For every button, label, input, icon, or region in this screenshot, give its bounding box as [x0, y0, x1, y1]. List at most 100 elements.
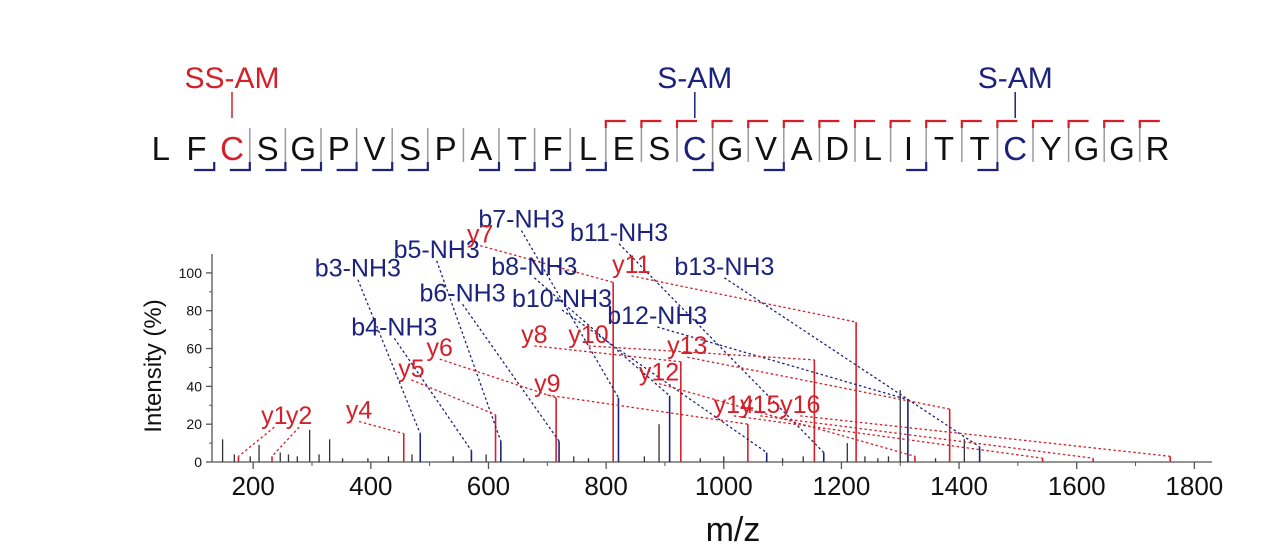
x-tick-label: 200	[231, 471, 274, 501]
x-tick-label: 1600	[1048, 471, 1106, 501]
plot-frame	[211, 254, 1212, 463]
y-ion-label: y10	[568, 321, 608, 349]
residue-25: C	[1003, 130, 1027, 167]
x-tick-label: 600	[467, 471, 510, 501]
y-ion-cleavage-mark	[889, 119, 911, 128]
y-ion-cleavage-mark	[640, 119, 662, 128]
b-ion-label-connector	[723, 277, 981, 448]
y-ion-cleavage-mark	[1067, 119, 1089, 128]
b-ion-cleavage-mark	[906, 162, 928, 172]
y-ion-cleavage-mark	[1138, 119, 1160, 128]
y-ion-label: y8	[521, 321, 547, 349]
b-ion-cleavage-mark	[977, 162, 999, 172]
residue-26: Y	[1040, 130, 1062, 167]
b-ion-label: b3-NH3	[315, 255, 401, 283]
y-axis-label: Intensity (%)	[140, 299, 167, 432]
residue-18: V	[755, 130, 777, 167]
residue-27: G	[1074, 130, 1100, 167]
y-ion-label-connector	[271, 426, 300, 457]
residue-19: A	[791, 130, 813, 167]
b-ion-label-connector	[520, 230, 620, 399]
residue-6: P	[328, 130, 350, 167]
residue-13: L	[579, 130, 597, 167]
y-ion-label: y9	[534, 370, 560, 398]
axis-ticks: 200 400 600 800 1000 1200 1400 1600 1800 0 20 40 60 8…	[179, 265, 1224, 501]
b-ion-cleavage-mark	[407, 162, 429, 172]
x-axis-label: m/z	[706, 511, 761, 549]
residue-8: S	[399, 130, 421, 167]
residue-17: G	[718, 130, 744, 167]
y-ion-cleavage-mark	[818, 119, 840, 128]
modification-label: S-AM	[657, 62, 732, 95]
b-ion-label: b4-NH3	[351, 313, 437, 341]
b-ion-label: b6-NH3	[420, 279, 506, 307]
b-ion-cleavage-mark	[585, 162, 607, 172]
b-ion-cleavage-mark	[550, 162, 572, 172]
b-ion-cleavage-mark	[372, 162, 394, 172]
b-ion-cleavage-mark	[265, 162, 287, 172]
residue-11: T	[507, 130, 527, 167]
residue-28: G	[1109, 130, 1135, 167]
y-tick-label: 80	[186, 303, 202, 319]
peak-labels: b3-NH3 b4-NH3 b5-NH3 b6-NH3 b7-NH3 b8-NH3 b10-…	[261, 206, 820, 431]
b-ion-label-connector	[561, 309, 768, 454]
residue-16: C	[683, 130, 707, 167]
x-tick-label: 1000	[695, 471, 753, 501]
peptide-fragmentation-map: L F C S G P V S P A T F L E S C G V A D L I T T C Y G G RSS-AM S-AM S-…	[152, 62, 1170, 172]
y-ion-cleavage-mark	[925, 119, 947, 128]
b-ion-cleavage-mark	[194, 162, 216, 172]
b-ion-cleavage-mark	[514, 162, 536, 172]
residue-1: L	[152, 130, 170, 167]
residue-23: T	[934, 130, 954, 167]
y-ion-label: y14	[714, 391, 754, 419]
residue-9: P	[435, 130, 457, 167]
y-ion-label: y5	[398, 355, 424, 383]
residue-2: F	[186, 130, 206, 167]
residue-24: T	[970, 130, 990, 167]
peak-label-connectors	[238, 230, 1171, 459]
x-tick-label: 1400	[930, 471, 988, 501]
residue-29: R	[1146, 130, 1170, 167]
b-ion-label-connector	[618, 243, 825, 454]
y-ion-label: y11	[612, 251, 650, 279]
y-ion-label-connector	[411, 379, 496, 416]
b-ion-cleavage-mark	[692, 162, 714, 172]
b-ion-cleavage-mark	[336, 162, 358, 172]
b-ion-cleavage-mark	[763, 162, 785, 172]
y-ion-cleavage-mark	[747, 119, 769, 128]
b-ion-label: b11-NH3	[570, 219, 668, 247]
y-ion-cleavage-mark	[996, 119, 1018, 128]
y-ion-label: y13	[667, 332, 707, 360]
b-ion-label: b7-NH3	[478, 206, 564, 234]
b-ion-cleavage-mark	[229, 162, 251, 172]
y-tick-label: 60	[186, 341, 202, 357]
y-ion-cleavage-mark	[675, 119, 697, 128]
residue-7: V	[363, 130, 385, 167]
y-tick-label: 40	[186, 378, 202, 394]
residue-22: I	[904, 130, 913, 167]
y-tick-label: 0	[194, 454, 202, 470]
y-ion-label: y6	[426, 334, 452, 362]
y-ion-label-connector	[733, 415, 1043, 459]
b-ion-cleavage-mark	[479, 162, 501, 172]
b-ion-label: b10-NH3	[512, 285, 612, 313]
residue-3: C	[220, 130, 244, 167]
y-ion-label-connector	[439, 358, 557, 399]
y-tick-label: 20	[186, 416, 202, 432]
residue-12: F	[542, 130, 562, 167]
spectrum-plot: b3-NH3 b4-NH3 b5-NH3 b6-NH3 b7-NH3 b8-NH3 b10-…	[140, 206, 1223, 549]
b-ion-label: b13-NH3	[674, 253, 774, 281]
y-ion-label: y15	[740, 391, 780, 419]
modification-label: SS-AM	[184, 62, 279, 95]
y-ion-label: y16	[780, 391, 820, 419]
y-ion-label: y2	[286, 402, 312, 430]
y-ion-label: y1	[261, 402, 287, 430]
y-ion-label: y4	[346, 397, 373, 425]
b-ion-label: b8-NH3	[491, 253, 577, 281]
residue-21: L	[864, 130, 882, 167]
b-ion-label-connector	[436, 260, 502, 442]
residue-10: A	[470, 130, 492, 167]
y-ion-label-connector	[547, 394, 748, 425]
y-ion-label: y7	[467, 221, 493, 249]
x-tick-label: 400	[349, 471, 392, 501]
